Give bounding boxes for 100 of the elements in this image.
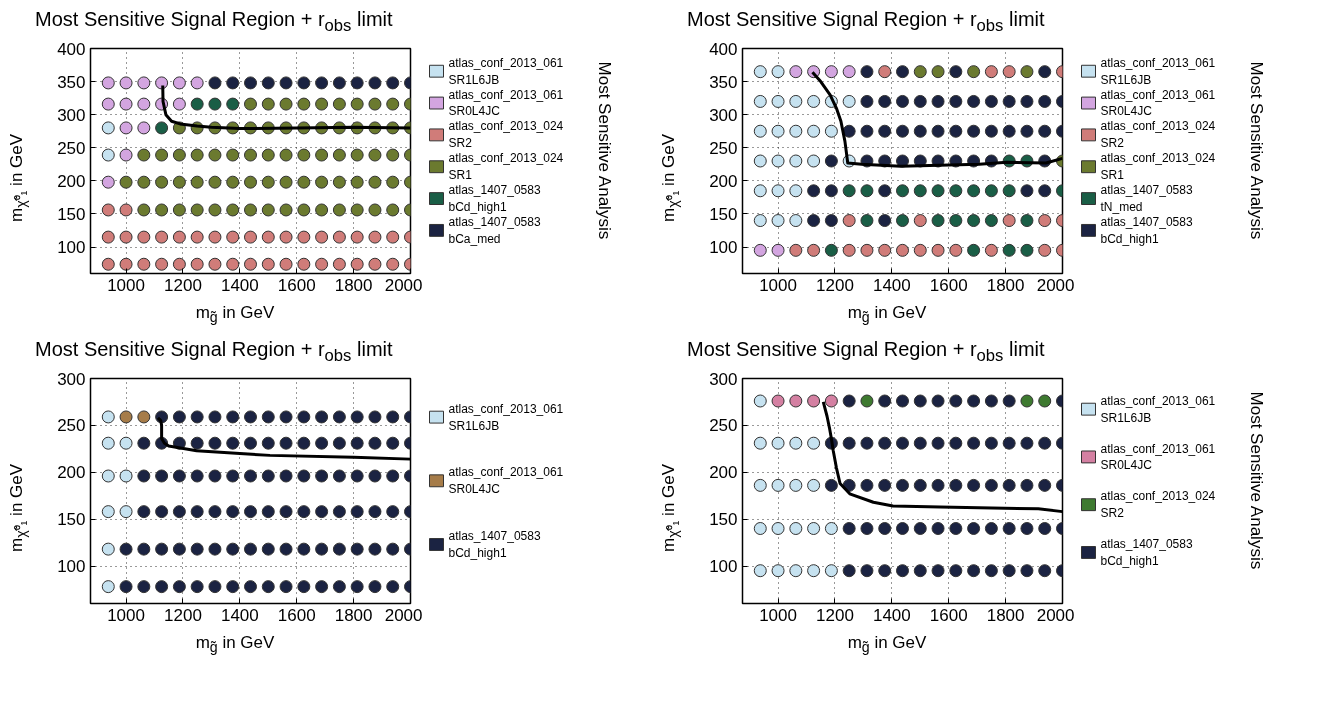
point <box>279 257 293 271</box>
legend-label: atlas_1407_0583 bCd_high1 <box>448 529 541 560</box>
point <box>789 564 803 578</box>
legend-title: Most Sensitive Analysis <box>1247 61 1266 240</box>
legend-label: atlas_conf_2013_024 SR2 <box>1100 489 1216 521</box>
point <box>101 97 115 111</box>
x-tick-label: 1200 <box>816 605 854 625</box>
point <box>931 243 945 257</box>
point <box>878 65 892 79</box>
point <box>368 257 382 271</box>
point <box>949 214 963 228</box>
chart-title: Most Sensitive Signal Region + r$_{obs}$ limit <box>35 7 393 37</box>
point <box>913 243 927 257</box>
point <box>771 184 785 198</box>
point <box>878 243 892 257</box>
point <box>368 76 382 90</box>
point <box>1020 214 1034 228</box>
x-tick-label: 1800 <box>334 605 373 625</box>
point <box>807 436 821 450</box>
point <box>315 230 329 244</box>
point <box>967 184 981 198</box>
x-tick-label: 1400 <box>872 605 911 625</box>
point <box>279 76 293 90</box>
point <box>1002 124 1016 138</box>
point <box>119 230 133 244</box>
y-tick-label: 200 <box>57 463 86 483</box>
point <box>753 436 767 450</box>
point <box>896 94 909 108</box>
point <box>208 76 222 90</box>
point <box>824 243 838 257</box>
legend-label: atlas_1407_0583 bCd_high1 <box>1100 537 1193 568</box>
point <box>824 154 838 168</box>
point <box>771 478 785 492</box>
x-tick-label: 2000 <box>1036 605 1075 625</box>
point <box>190 76 204 90</box>
point <box>172 230 186 244</box>
y-tick-label: 200 <box>709 171 738 191</box>
point <box>350 76 364 90</box>
y-tick-label: 350 <box>57 72 86 92</box>
x-tick-label: 1000 <box>759 605 797 625</box>
point <box>155 121 169 135</box>
point <box>771 94 785 108</box>
point <box>119 121 133 135</box>
point <box>753 478 767 492</box>
y-tick-label: 150 <box>709 204 738 224</box>
point <box>190 257 204 271</box>
point <box>878 124 892 138</box>
x-tick-label: 1200 <box>164 605 202 625</box>
point <box>172 76 186 90</box>
x-tick-label: 2000 <box>384 275 423 295</box>
point <box>807 124 821 138</box>
point <box>119 436 133 450</box>
y-tick-label: 200 <box>709 463 738 483</box>
point <box>1020 243 1034 257</box>
point <box>896 184 909 198</box>
x-tick-label: 1400 <box>220 275 259 295</box>
point <box>789 478 803 492</box>
point <box>119 148 133 162</box>
y-tick-label: 100 <box>709 238 738 258</box>
point <box>807 243 821 257</box>
point <box>896 124 909 138</box>
point <box>984 214 998 228</box>
point <box>332 230 346 244</box>
point <box>860 94 874 108</box>
point <box>771 65 785 79</box>
y-tick-label: 250 <box>57 138 86 158</box>
x-tick-label: 1600 <box>929 605 968 625</box>
point <box>261 230 275 244</box>
point <box>913 214 927 228</box>
y-tick-label: 250 <box>709 138 738 158</box>
point <box>208 230 222 244</box>
point <box>155 257 169 271</box>
point <box>208 257 222 271</box>
point <box>137 97 151 111</box>
point <box>807 522 821 535</box>
point <box>949 94 963 108</box>
point <box>386 230 400 244</box>
point <box>1038 124 1052 138</box>
point <box>244 76 257 90</box>
point <box>119 469 133 483</box>
x-tick-label: 1000 <box>107 275 145 295</box>
point <box>137 257 151 271</box>
y-tick-label: 250 <box>709 416 738 436</box>
point <box>101 148 115 162</box>
chart-title: Most Sensitive Signal Region + r$_{obs}$ limit <box>35 337 393 367</box>
point <box>315 76 329 90</box>
point <box>101 230 115 244</box>
point <box>771 436 785 450</box>
point <box>119 505 133 519</box>
point <box>119 257 133 271</box>
point <box>101 175 115 189</box>
point <box>931 94 945 108</box>
point <box>297 230 311 244</box>
legend-title: Most Sensitive Analysis <box>595 61 614 240</box>
point <box>771 394 785 408</box>
y-tick-label: 150 <box>709 510 738 530</box>
y-tick-label: 300 <box>57 105 86 125</box>
point <box>949 184 963 198</box>
legend-label: atlas_conf_2013_061 SR0L4JC <box>448 465 564 497</box>
point <box>226 230 240 244</box>
